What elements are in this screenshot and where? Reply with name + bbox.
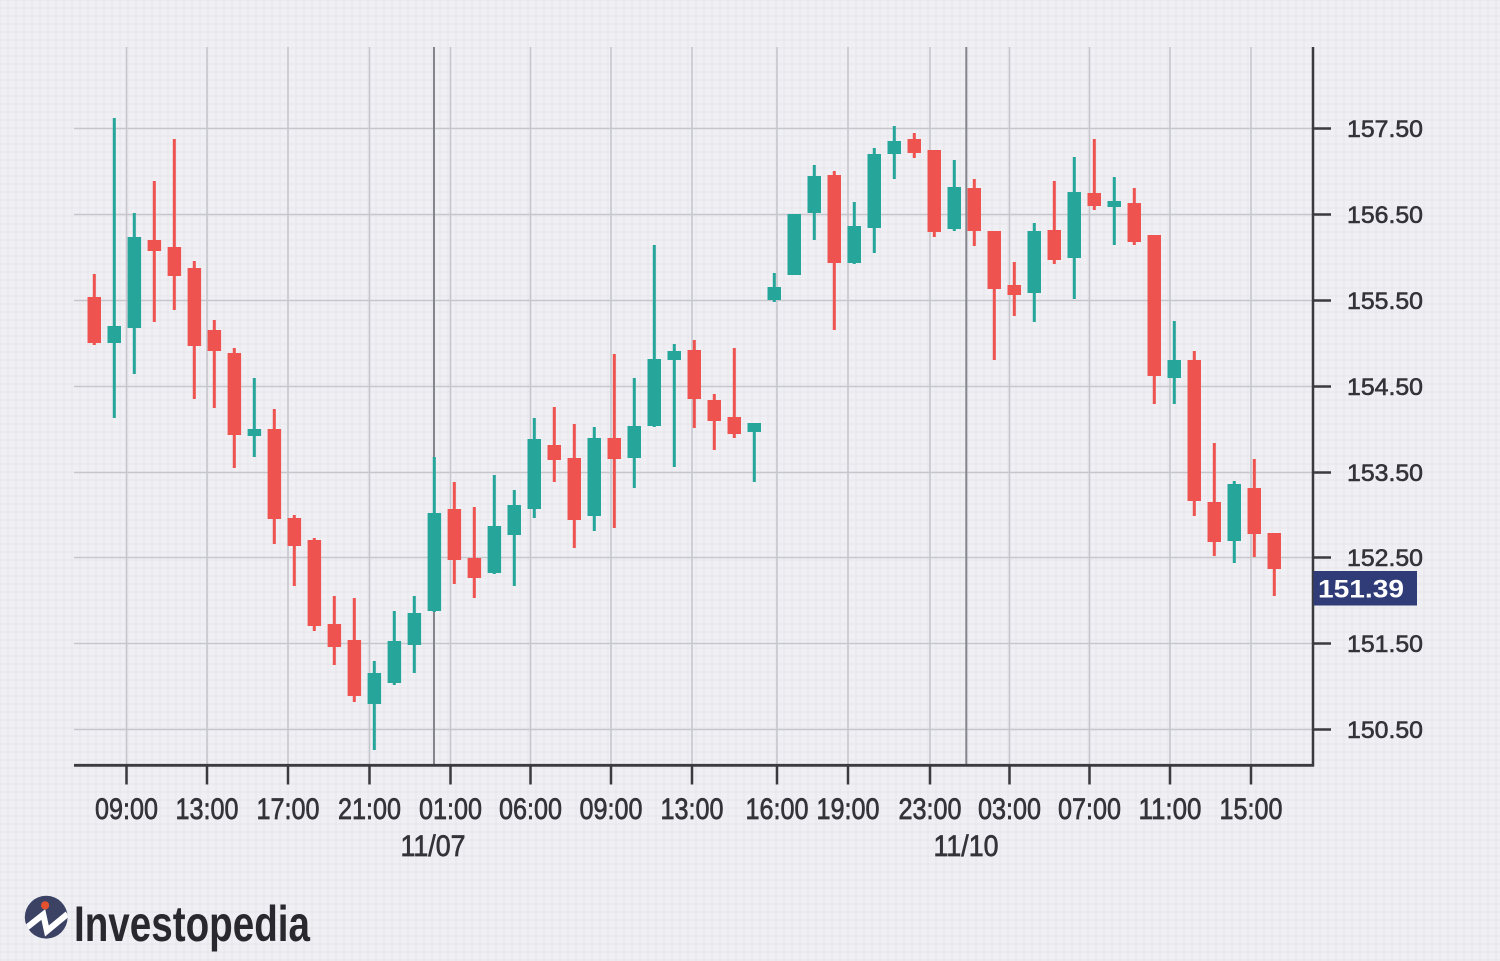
svg-text:157.50: 157.50 bbox=[1347, 116, 1423, 143]
svg-text:11/10: 11/10 bbox=[934, 830, 999, 863]
svg-text:151.50: 151.50 bbox=[1347, 631, 1423, 658]
svg-text:13:00: 13:00 bbox=[176, 793, 239, 826]
svg-text:09:00: 09:00 bbox=[95, 793, 158, 826]
svg-text:07:00: 07:00 bbox=[1058, 793, 1121, 826]
svg-text:03:00: 03:00 bbox=[978, 793, 1041, 826]
svg-text:11:00: 11:00 bbox=[1139, 793, 1202, 826]
svg-text:15:00: 15:00 bbox=[1220, 793, 1283, 826]
svg-text:152.50: 152.50 bbox=[1347, 545, 1423, 572]
svg-text:Investopedia: Investopedia bbox=[74, 896, 311, 952]
svg-text:16:00: 16:00 bbox=[746, 793, 809, 826]
svg-text:17:00: 17:00 bbox=[257, 793, 320, 826]
svg-text:23:00: 23:00 bbox=[899, 793, 962, 826]
svg-text:01:00: 01:00 bbox=[419, 793, 482, 826]
svg-text:154.50: 154.50 bbox=[1347, 374, 1423, 401]
svg-text:19:00: 19:00 bbox=[817, 793, 880, 826]
svg-text:156.50: 156.50 bbox=[1347, 202, 1423, 229]
svg-text:153.50: 153.50 bbox=[1347, 460, 1423, 487]
svg-text:11/07: 11/07 bbox=[401, 830, 466, 863]
svg-text:13:00: 13:00 bbox=[661, 793, 724, 826]
svg-text:21:00: 21:00 bbox=[338, 793, 401, 826]
svg-text:06:00: 06:00 bbox=[499, 793, 562, 826]
svg-text:150.50: 150.50 bbox=[1347, 717, 1423, 744]
svg-text:155.50: 155.50 bbox=[1347, 288, 1423, 315]
svg-text:09:00: 09:00 bbox=[580, 793, 643, 826]
svg-text:151.39: 151.39 bbox=[1318, 576, 1404, 604]
